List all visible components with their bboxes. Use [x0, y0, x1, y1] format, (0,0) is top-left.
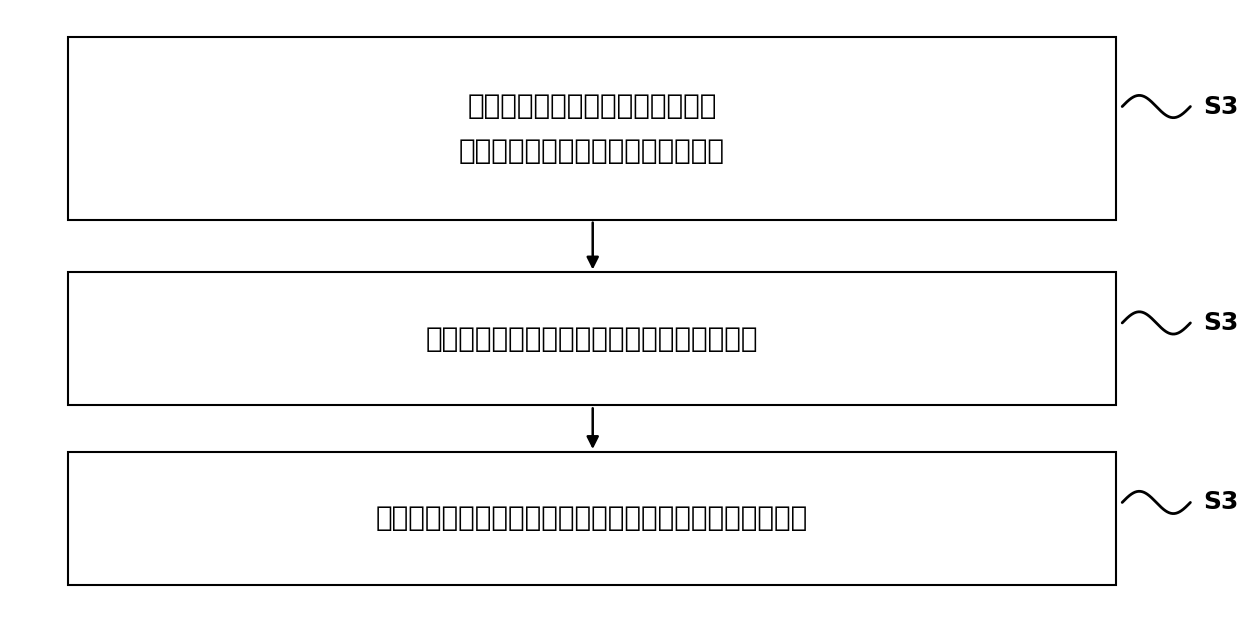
Text: 根据整车回馈功率，确定制动电阻的泄放功率: 根据整车回馈功率，确定制动电阻的泄放功率: [425, 325, 759, 353]
Text: 根据泄放功率和预设的加热功率，确定制动电阻的目标功率: 根据泄放功率和预设的加热功率，确定制动电阻的目标功率: [376, 504, 808, 532]
Bar: [68, 272, 1116, 405]
Text: 根据车辆状态信息计算整车回馈功率: 根据车辆状态信息计算整车回馈功率: [459, 137, 725, 165]
Text: 在车辆状态信息满足回馈条件时，: 在车辆状态信息满足回馈条件时，: [467, 92, 717, 120]
Bar: [68, 37, 1116, 220]
Bar: [68, 452, 1116, 585]
Text: S33: S33: [1203, 490, 1240, 514]
Text: S31: S31: [1203, 95, 1240, 118]
Text: S32: S32: [1203, 311, 1240, 335]
